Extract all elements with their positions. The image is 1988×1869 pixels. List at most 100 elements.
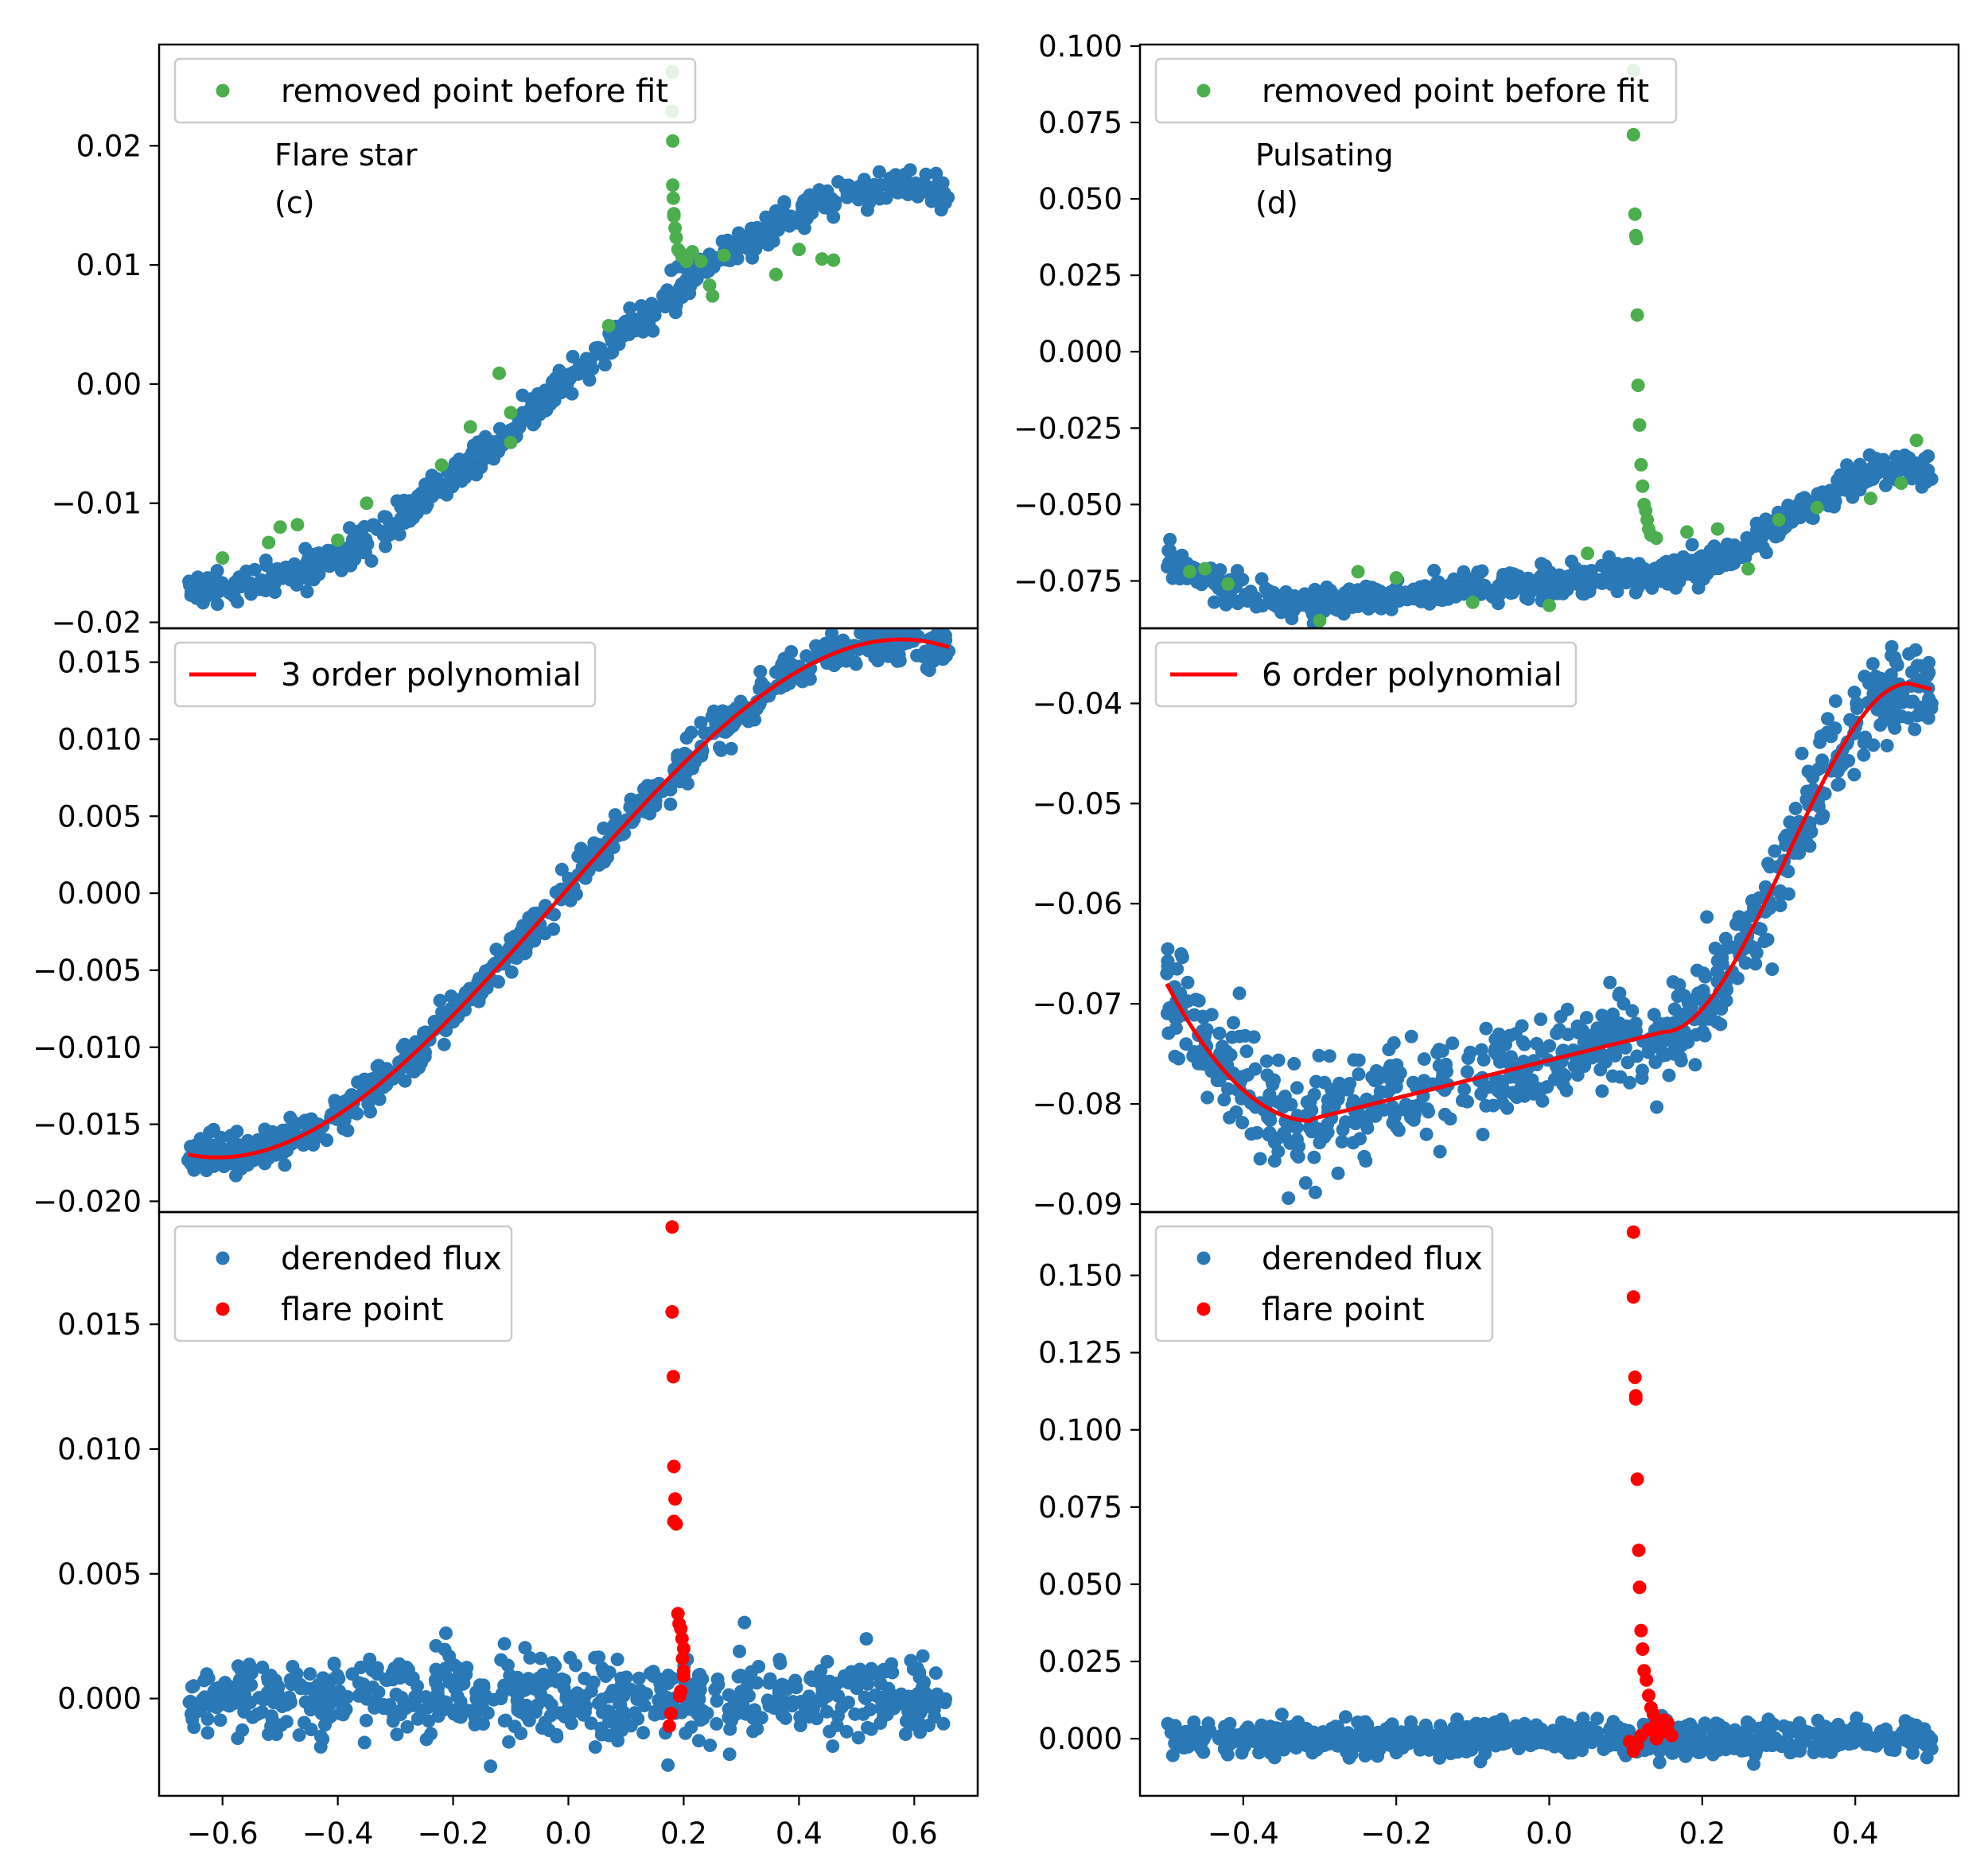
data-point: [1457, 1082, 1472, 1097]
y-tick-label: 0.000: [1038, 335, 1122, 369]
data-point: [661, 1758, 675, 1772]
data-point: [1741, 1718, 1755, 1732]
data-point: [323, 559, 337, 573]
data-point: [1626, 127, 1640, 142]
y-tick-label: 0.100: [1038, 1413, 1122, 1447]
y-tick-label: 0.000: [1038, 1722, 1122, 1756]
data-point: [1285, 612, 1299, 626]
data-point: [1863, 1731, 1877, 1745]
data-point: [1898, 1714, 1912, 1728]
data-point: [1601, 1030, 1615, 1043]
legend-box: [1154, 1225, 1494, 1342]
data-point: [1625, 1004, 1640, 1018]
y-tick-label: 0.025: [1038, 1645, 1122, 1679]
data-point: [1888, 721, 1902, 735]
data-point: [1816, 808, 1830, 822]
data-point: [1365, 581, 1379, 595]
data-point: [1894, 476, 1908, 490]
data-point: [395, 1691, 409, 1704]
series-derended-flux: [1161, 1708, 1939, 1771]
y-tick-label: −0.020: [33, 1184, 142, 1218]
data-point: [814, 1664, 828, 1678]
data-point: [1172, 1051, 1186, 1066]
data-point: [399, 1701, 413, 1716]
data-point: [1429, 1739, 1443, 1753]
y-tick-label: −0.050: [1013, 488, 1122, 522]
data-point: [1235, 1116, 1250, 1129]
data-point: [1857, 748, 1871, 762]
data-point: [1908, 722, 1922, 736]
data-point: [1792, 1716, 1807, 1730]
data-point: [1340, 1082, 1355, 1097]
data-point: [841, 650, 855, 663]
data-point: [1181, 975, 1195, 989]
data-point: [598, 358, 612, 372]
data-point: [1360, 1121, 1375, 1135]
y-tick-label: −0.075: [1013, 564, 1122, 598]
data-point: [1630, 308, 1644, 322]
data-point: [667, 1459, 681, 1474]
data-point: [1555, 1716, 1569, 1729]
plot-area: [181, 628, 956, 1183]
data-point: [875, 1703, 889, 1717]
data-point: [1521, 592, 1535, 606]
data-point: [890, 654, 905, 668]
data-point: [1435, 1043, 1449, 1058]
data-point: [437, 1037, 451, 1051]
data-point: [1535, 1735, 1549, 1750]
data-point: [535, 1721, 549, 1735]
data-point: [679, 731, 694, 745]
data-point: [671, 748, 685, 763]
data-point: [675, 290, 689, 305]
data-point: [736, 1689, 750, 1704]
data-point: [217, 1160, 231, 1174]
data-point: [283, 1694, 297, 1708]
data-point: [700, 1706, 714, 1720]
data-point: [1720, 941, 1734, 955]
data-point: [1219, 597, 1233, 612]
data-point: [1629, 231, 1644, 246]
y-tick-label: 0.075: [1038, 1490, 1122, 1525]
data-point: [540, 1693, 554, 1708]
data-point: [1308, 1185, 1322, 1199]
data-point: [563, 1650, 578, 1665]
data-point: [1212, 1026, 1227, 1040]
data-point: [784, 657, 799, 671]
data-point: [1161, 942, 1175, 956]
data-point: [1336, 1122, 1350, 1137]
data-point: [828, 1677, 842, 1692]
data-point: [1506, 1734, 1520, 1748]
data-point: [1348, 1117, 1363, 1131]
data-point: [273, 520, 287, 534]
data-point: [859, 1632, 873, 1646]
data-point: [1749, 957, 1763, 971]
data-point: [1688, 1058, 1702, 1072]
data-point: [1850, 1711, 1864, 1725]
data-point: [1309, 1074, 1323, 1089]
data-point: [1624, 569, 1638, 583]
data-point: [1917, 452, 1932, 466]
data-point: [637, 316, 652, 330]
data-point: [851, 1731, 866, 1745]
data-point: [628, 1706, 642, 1720]
data-point: [669, 231, 683, 245]
data-point: [1828, 694, 1842, 708]
data-point: [251, 1707, 265, 1721]
data-point: [212, 1693, 226, 1708]
data-point: [662, 1719, 676, 1733]
y-tick-label: 0.015: [57, 1308, 142, 1342]
data-point: [300, 572, 314, 585]
data-point: [1735, 1743, 1749, 1758]
data-point: [605, 1687, 618, 1701]
legend-box: [173, 1225, 513, 1342]
data-point: [1259, 1054, 1274, 1068]
data-point: [708, 1682, 722, 1696]
y-tick-label: −0.04: [1033, 686, 1122, 721]
data-point: [1396, 1102, 1410, 1117]
data-point: [919, 167, 933, 181]
data-point: [1535, 1725, 1550, 1739]
data-point: [1680, 563, 1694, 577]
data-point: [566, 349, 580, 363]
data-point: [663, 783, 678, 797]
data-point: [1634, 1623, 1648, 1638]
